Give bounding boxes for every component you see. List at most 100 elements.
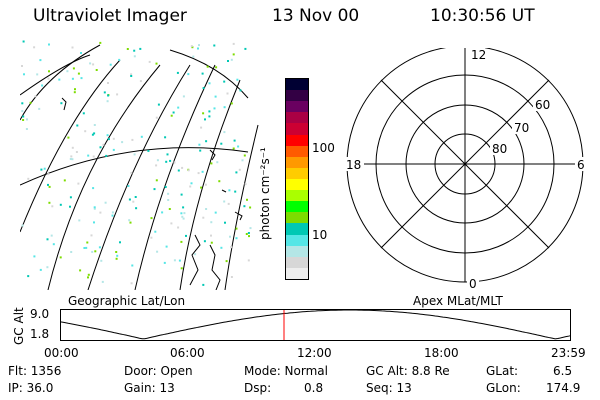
emission-speckle xyxy=(21,224,24,227)
emission-speckle xyxy=(190,182,193,185)
emission-speckle xyxy=(89,62,92,65)
emission-speckle xyxy=(177,106,180,109)
emission-speckle xyxy=(130,73,133,76)
emission-speckle xyxy=(180,212,183,215)
emission-speckle xyxy=(128,198,131,201)
emission-speckle xyxy=(241,159,244,162)
emission-speckle xyxy=(112,148,115,151)
emission-speckle xyxy=(59,203,62,206)
emission-speckle xyxy=(60,102,63,105)
color-bar-band xyxy=(286,179,308,191)
emission-speckle xyxy=(130,282,133,285)
emission-speckle xyxy=(43,167,46,170)
emission-speckle xyxy=(132,200,135,203)
altitude-ytick-1-8: 1.8 xyxy=(30,327,50,341)
emission-speckle xyxy=(130,75,133,77)
emission-speckle xyxy=(172,111,175,114)
color-bar-band xyxy=(286,212,308,224)
altitude-ytick-9: 9.0 xyxy=(30,307,50,321)
emission-speckle xyxy=(187,73,190,76)
emission-speckle xyxy=(80,77,83,80)
emission-speckle xyxy=(139,80,142,83)
emission-speckle xyxy=(133,153,136,156)
emission-speckle xyxy=(99,41,102,44)
emission-speckle xyxy=(87,154,90,157)
emission-speckle xyxy=(83,247,86,249)
emission-speckle xyxy=(235,227,238,230)
emission-speckle xyxy=(92,155,95,158)
meridian-line xyxy=(134,64,216,290)
emission-speckle xyxy=(93,221,95,224)
emission-speckle xyxy=(107,82,109,84)
emission-speckle xyxy=(105,154,108,157)
emission-speckle xyxy=(220,142,223,145)
colorbar-tick-10: 10 xyxy=(312,228,328,242)
emission-speckle xyxy=(102,143,105,146)
emission-speckle xyxy=(201,72,204,75)
emission-speckle xyxy=(177,169,180,172)
emission-speckle xyxy=(227,202,230,205)
emission-speckle xyxy=(86,241,89,244)
emission-speckle xyxy=(214,211,217,214)
mlt-label-12: 12 xyxy=(471,48,486,62)
emission-speckle xyxy=(181,215,184,218)
meridian-line xyxy=(47,64,161,290)
emission-speckle xyxy=(71,146,74,149)
emission-speckle xyxy=(111,214,114,217)
emission-speckle xyxy=(106,100,109,103)
emission-speckle xyxy=(153,188,156,191)
emission-speckle xyxy=(230,246,233,249)
emission-speckle xyxy=(93,207,96,210)
emission-speckle xyxy=(248,235,250,238)
coastline xyxy=(61,97,67,111)
emission-speckle xyxy=(223,131,226,134)
altitude-xtick-1200: 12:00 xyxy=(297,346,332,360)
emission-speckle xyxy=(26,118,28,121)
emission-speckle xyxy=(169,159,172,162)
emission-speckle xyxy=(199,149,202,152)
emission-speckle xyxy=(21,110,24,113)
ip-value: IP: 36.0 xyxy=(8,381,54,395)
glon-label: GLon: xyxy=(486,381,521,395)
emission-speckle xyxy=(167,199,170,201)
emission-speckle xyxy=(75,151,78,153)
emission-speckle xyxy=(115,257,118,260)
emission-speckle xyxy=(182,95,185,98)
color-bar-band xyxy=(286,167,308,180)
emission-speckle xyxy=(87,273,90,276)
emission-speckle xyxy=(119,241,121,244)
instrument-title: Ultraviolet Imager xyxy=(33,6,187,26)
emission-speckle xyxy=(245,233,248,235)
time-label: 10:30:56 UT xyxy=(430,6,535,26)
emission-speckle xyxy=(134,196,137,198)
emission-speckle xyxy=(205,208,208,210)
altitude-plot-frame xyxy=(60,309,571,341)
emission-speckle xyxy=(92,63,95,66)
emission-speckle xyxy=(165,245,168,248)
emission-speckle xyxy=(218,180,221,183)
emission-speckle xyxy=(202,112,205,115)
emission-speckle xyxy=(200,186,203,189)
emission-speckle xyxy=(223,80,226,83)
color-bar-band xyxy=(286,112,308,124)
emission-speckle xyxy=(150,236,153,239)
emission-speckle xyxy=(77,182,80,185)
meridian-line xyxy=(87,64,191,290)
emission-speckle xyxy=(180,267,183,270)
emission-speckle xyxy=(155,164,158,167)
emission-speckle xyxy=(164,186,167,188)
emission-speckle xyxy=(164,136,167,139)
emission-speckle xyxy=(192,55,195,58)
emission-speckle xyxy=(170,114,173,117)
emission-speckle xyxy=(100,259,103,262)
mode-value: Mode: Normal xyxy=(244,364,328,378)
emission-speckle xyxy=(194,253,197,256)
emission-speckle xyxy=(244,183,247,186)
polar-plot: 12 18 6 0 60 70 80 xyxy=(344,48,587,291)
colorbar-unit-label: photon cm⁻²s⁻¹ xyxy=(258,147,272,240)
emission-speckle xyxy=(33,46,36,49)
emission-speckle xyxy=(51,205,54,208)
mlt-line-diagonal xyxy=(380,79,550,249)
emission-speckle xyxy=(155,179,158,182)
parallel-line xyxy=(169,49,249,99)
